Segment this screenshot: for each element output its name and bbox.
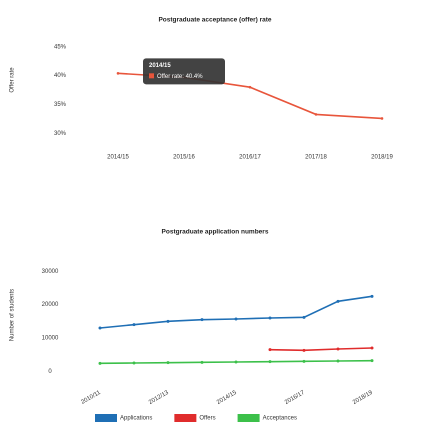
data-point <box>234 317 238 321</box>
data-point <box>268 360 272 364</box>
chart-title: Postgraduate acceptance (offer) rate <box>158 17 271 24</box>
legend-swatch <box>237 414 260 422</box>
y-tick-label: 30% <box>54 131 67 137</box>
data-point <box>132 323 136 327</box>
x-tick-label: 2010/11 <box>80 390 102 406</box>
legend-swatch <box>174 414 197 422</box>
x-tick-label: 2018/19 <box>371 155 393 161</box>
x-tick-label: 2014/15 <box>107 155 129 161</box>
data-point <box>98 326 102 330</box>
data-point <box>314 113 318 116</box>
data-point <box>370 346 374 350</box>
data-point <box>336 299 340 303</box>
legend-label: Acceptances <box>263 416 297 422</box>
y-tick-label: 10000 <box>42 336 59 342</box>
data-point <box>302 359 306 363</box>
data-point <box>166 319 170 323</box>
data-point <box>98 361 102 365</box>
series-line <box>269 347 373 352</box>
x-tick-label: 2014/15 <box>216 390 238 406</box>
data-point <box>302 348 306 352</box>
data-point <box>200 318 204 322</box>
data-point <box>268 348 272 352</box>
tooltip-text: Offer rate: 40.4% <box>157 74 203 80</box>
tooltip-swatch <box>149 73 154 79</box>
x-tick-label: 2012/13 <box>148 390 170 406</box>
x-tick-label: 2016/17 <box>284 390 306 406</box>
data-point <box>302 315 306 319</box>
x-tick-label: 2015/16 <box>173 155 195 161</box>
legend-swatch <box>95 414 117 422</box>
y-axis-title: Number of students <box>10 289 16 341</box>
x-tick-label: 2018/19 <box>352 390 374 406</box>
tooltip <box>143 58 225 85</box>
series-line <box>99 295 373 329</box>
data-point <box>370 359 374 363</box>
x-tick-label: 2016/17 <box>239 155 261 161</box>
data-point <box>200 360 204 364</box>
y-axis-title: Offer rate <box>10 67 16 93</box>
data-point <box>234 360 238 364</box>
y-tick-label: 45% <box>54 44 67 50</box>
y-tick-label: 20000 <box>42 302 59 308</box>
y-tick-label: 35% <box>54 102 67 108</box>
y-tick-label: 40% <box>54 73 67 79</box>
data-point <box>166 361 170 365</box>
legend-label: Offers <box>199 416 215 422</box>
legend-label: Applications <box>120 416 152 422</box>
y-tick-label: 30000 <box>42 269 59 275</box>
chart-title: Postgraduate application numbers <box>162 229 269 236</box>
x-tick-label: 2017/18 <box>305 155 327 161</box>
data-point <box>380 117 384 120</box>
data-point <box>248 85 252 89</box>
data-point <box>268 316 272 320</box>
data-point <box>336 347 340 351</box>
tooltip-title: 2014/15 <box>149 63 171 69</box>
data-point <box>336 359 340 363</box>
data-point <box>116 72 120 75</box>
data-point <box>370 294 374 298</box>
y-tick-label: 0 <box>48 369 52 375</box>
data-point <box>132 361 136 365</box>
